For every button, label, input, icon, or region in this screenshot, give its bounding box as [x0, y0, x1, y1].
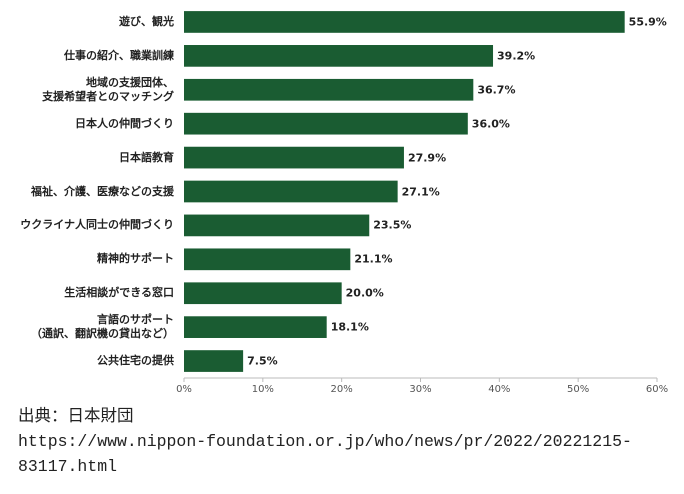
- x-tick-label: 40%: [488, 384, 511, 395]
- y-tick-label: 生活相談ができる窓口: [64, 286, 174, 300]
- y-tick-label: ウクライナ人同士の仲間づくり: [20, 218, 174, 232]
- value-label: 27.9%: [407, 151, 447, 165]
- value-label: 36.0%: [471, 117, 510, 131]
- bar: [184, 112, 468, 135]
- y-tick-label: 遊び、観光: [119, 14, 174, 28]
- x-tick-label: 60%: [645, 384, 669, 395]
- value-label: 39.2%: [497, 49, 536, 63]
- y-tick-label: 地域の支援団体、 支援希望者とのマッチング: [42, 75, 174, 103]
- bar: [184, 78, 474, 101]
- bar: [184, 214, 370, 237]
- bar: [184, 180, 398, 203]
- y-tick-label: 言語のサポート （通訳、翻訳機の貸出など）: [31, 313, 174, 341]
- bar: [184, 45, 494, 67]
- y-tick-label: 公共住宅の提供: [97, 354, 174, 368]
- y-tick-label: 日本語教育: [119, 150, 174, 164]
- source-label: 出典：日本財団: [18, 407, 134, 426]
- bar: [184, 282, 342, 305]
- value-label: 21.1%: [354, 252, 393, 266]
- x-tick-label: 30%: [409, 384, 432, 395]
- bar: [184, 248, 351, 271]
- value-label: 18.1%: [330, 320, 369, 334]
- x-tick-label: 20%: [330, 384, 353, 395]
- source-url: https://www.nippon-foundation.or.jp/who/…: [18, 432, 632, 476]
- source: 出典：日本財団 https://www.nippon-foundation.or…: [18, 404, 638, 479]
- bar: [184, 316, 327, 338]
- bar: [184, 11, 625, 33]
- value-label: 7.5%: [247, 354, 278, 368]
- y-tick-label: 日本人の仲間づくり: [75, 116, 174, 130]
- value-label: 27.1%: [401, 185, 440, 198]
- x-tick-label: 50%: [567, 384, 590, 395]
- plot: [183, 11, 658, 382]
- y-tick-label: 福祉、介護、医療などの支援: [31, 184, 174, 198]
- value-label: 36.7%: [477, 83, 516, 97]
- y-tick-label: 仕事の紹介、職業訓練: [64, 48, 174, 62]
- bar: [184, 146, 404, 169]
- y-tick-label: 精神的サポート: [97, 252, 174, 266]
- value-label: 23.5%: [373, 218, 412, 232]
- value-label: 20.0%: [345, 286, 384, 300]
- bar: [184, 350, 244, 372]
- value-label: 55.9%: [628, 15, 667, 29]
- x-tick-label: 0%: [176, 384, 192, 395]
- x-tick-label: 10%: [251, 384, 274, 395]
